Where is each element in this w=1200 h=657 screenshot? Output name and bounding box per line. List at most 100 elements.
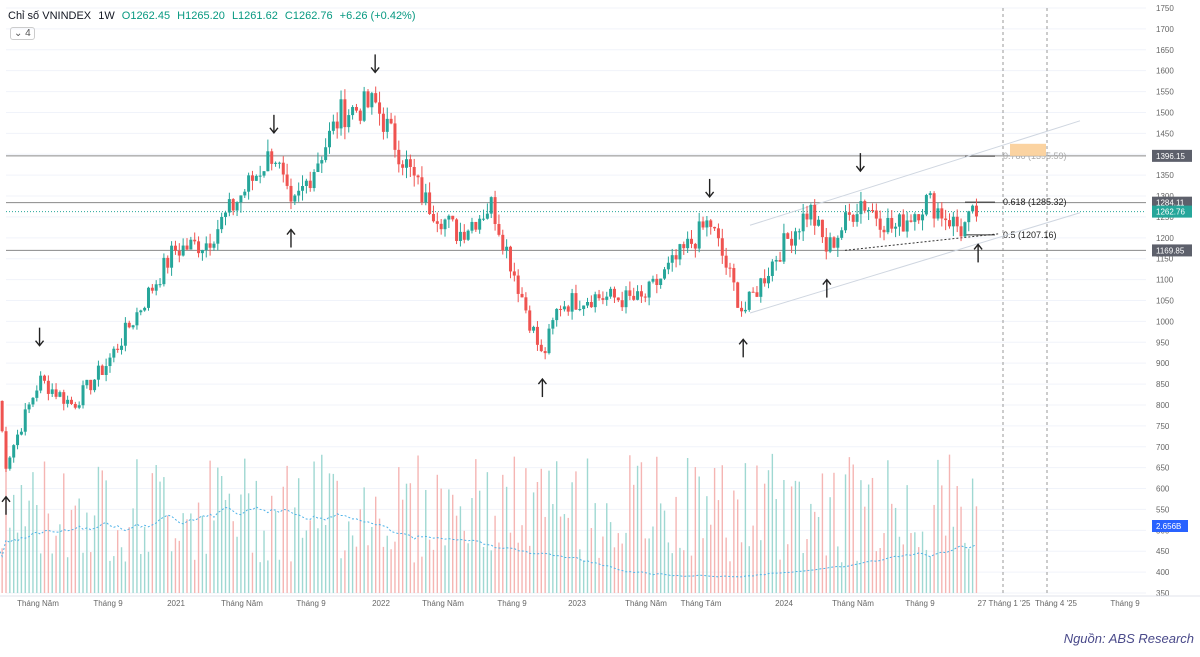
candle-body <box>705 220 709 228</box>
x-tick-label: 2022 <box>372 599 390 608</box>
candle-body <box>836 237 840 248</box>
candle-body <box>867 210 871 212</box>
y-tick-label: 1050 <box>1156 297 1174 306</box>
candle-body <box>343 99 347 128</box>
volume-ma-line <box>0 506 977 578</box>
y-tick-label: 1350 <box>1156 171 1174 180</box>
candle-body <box>951 216 955 227</box>
candle-body <box>655 278 659 285</box>
candle-body <box>327 130 331 148</box>
candle-body <box>331 121 335 131</box>
y-tick-label: 1450 <box>1156 129 1174 138</box>
y-tick-label: 1500 <box>1156 108 1174 117</box>
grid <box>6 7 1146 594</box>
candle-body <box>301 186 305 191</box>
candle-body <box>19 431 23 435</box>
candle-body <box>366 91 370 108</box>
volume-badge <box>1152 520 1188 532</box>
candle-body <box>824 237 828 252</box>
candle-body <box>204 243 208 250</box>
candle-body <box>8 457 12 469</box>
candle-body <box>216 229 220 244</box>
candle-body <box>820 219 824 238</box>
candle-body <box>767 275 771 284</box>
candle-body <box>135 312 139 326</box>
interval-label[interactable]: 1W <box>98 10 115 22</box>
candle-body <box>547 328 551 354</box>
candle-body <box>289 185 293 202</box>
y-tick-label: 950 <box>1156 338 1170 347</box>
candle-body <box>555 308 559 321</box>
y-tick-label: 750 <box>1156 422 1170 431</box>
x-tick-label: Tháng Năm <box>625 599 667 608</box>
candle-body <box>89 379 93 391</box>
candle-body <box>901 214 905 232</box>
candle-body <box>185 245 189 250</box>
candle-body <box>670 255 674 263</box>
candle-body <box>759 278 763 297</box>
candle-body <box>297 190 301 196</box>
y-tick-label: 1100 <box>1156 276 1174 285</box>
candle-body <box>840 230 844 238</box>
candle-body <box>774 259 778 262</box>
x-tick-label: Tháng Năm <box>221 599 263 608</box>
x-tick-label: Tháng 4 '25 <box>1035 599 1078 608</box>
candle-body <box>528 310 532 331</box>
candle-body <box>501 234 505 251</box>
horizontal-levels: 0.786 (1395.59) 0.618 (1285.32) 0.5 (1207.… <box>6 143 1146 251</box>
candle-body <box>616 297 620 301</box>
candle-body <box>4 431 8 469</box>
fib-box <box>1010 143 1046 156</box>
candle-body <box>485 213 489 219</box>
candle-body <box>586 301 590 306</box>
indicator-toggle[interactable]: ⌄ 4 <box>10 27 35 40</box>
candle-body <box>720 238 724 256</box>
candle-body <box>809 204 813 220</box>
symbol-name[interactable]: Chỉ số VNINDEX <box>8 10 92 22</box>
candle-body <box>77 405 81 408</box>
candle-body <box>524 297 528 311</box>
candle-body <box>281 162 285 175</box>
price-axis: 3504004505005506006507007508008509009501… <box>1152 4 1192 598</box>
candle-body <box>466 230 470 240</box>
candle-body <box>709 220 713 227</box>
x-tick-label: Tháng Tám <box>681 599 722 608</box>
candle-body <box>227 199 231 213</box>
candle-body <box>208 243 212 248</box>
x-tick-label: Tháng 9 <box>497 599 527 608</box>
close-value: C1262.76 <box>284 10 333 22</box>
candle-body <box>905 220 909 232</box>
candle-body <box>277 162 281 164</box>
candle-body <box>462 231 466 240</box>
candle-body <box>589 301 593 308</box>
candle-body <box>890 217 894 229</box>
candle-body <box>266 151 270 172</box>
candle-body <box>385 118 389 132</box>
x-tick-label: Tháng 9 <box>905 599 935 608</box>
candle-body <box>393 123 397 150</box>
candle-body <box>751 291 755 293</box>
candle-body <box>173 245 177 251</box>
x-tick-label: 27 Tháng 1 '25 <box>978 599 1032 608</box>
candle-body <box>493 197 497 225</box>
candle-body <box>320 160 324 164</box>
candle-body <box>451 215 455 220</box>
candle-body <box>636 291 640 300</box>
candle-body <box>948 220 952 227</box>
candle-body <box>874 210 878 219</box>
x-tick-label: 2023 <box>568 599 586 608</box>
candle-body <box>69 399 73 404</box>
candle-body <box>489 197 493 214</box>
low-value: L1261.62 <box>231 10 278 22</box>
candle-body <box>863 201 867 211</box>
candle-body <box>909 220 913 222</box>
candle-body <box>844 212 848 231</box>
candle-body <box>743 309 747 312</box>
candle-body <box>470 221 474 231</box>
candle-body <box>116 348 120 350</box>
fib-label: 0.786 (1395.59) <box>1003 151 1067 161</box>
candle-body <box>566 306 570 312</box>
candle-body <box>928 193 932 196</box>
candle-body <box>701 221 705 228</box>
